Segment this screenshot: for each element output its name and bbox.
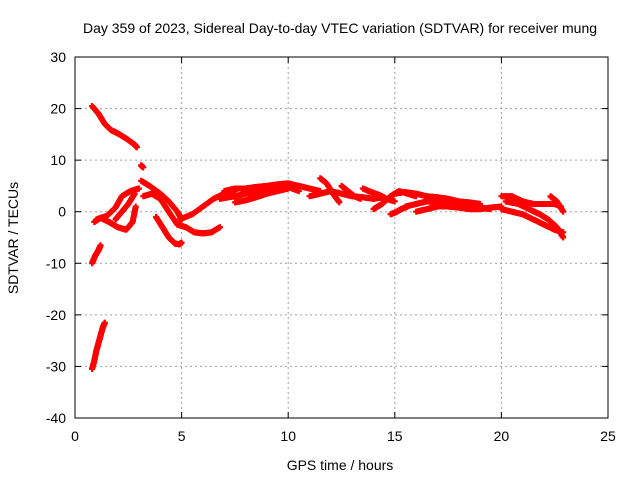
data-point xyxy=(391,198,398,205)
series-track-k xyxy=(174,221,223,237)
y-axis-label: SDTVAR / TECUs xyxy=(5,182,21,294)
data-point xyxy=(140,164,147,171)
series-track-o xyxy=(231,185,292,206)
axis-ticks: 0 5 10 15 20 25 -40 -30 -20 -10 0 10 20 30 xyxy=(46,49,616,444)
x-axis-label: GPS time / hours xyxy=(287,457,394,473)
y-tick-label: -20 xyxy=(46,307,66,323)
grid xyxy=(75,57,608,418)
x-tick-label: 5 xyxy=(178,428,186,444)
data-point xyxy=(560,234,567,241)
series-track-aa xyxy=(502,198,567,241)
x-tick-label: 0 xyxy=(71,428,79,444)
series-track-c xyxy=(89,242,104,267)
x-tick-label: 20 xyxy=(494,428,510,444)
data-point xyxy=(131,190,138,197)
series-track-r xyxy=(338,182,364,202)
y-tick-label: -40 xyxy=(46,410,66,426)
data-point xyxy=(357,195,364,202)
series-track-ab xyxy=(547,193,567,215)
y-tick-label: 0 xyxy=(58,204,66,220)
series-track-w xyxy=(413,203,505,215)
series-track-a xyxy=(89,102,140,151)
series-track-z xyxy=(498,206,567,236)
series-track-l xyxy=(176,188,238,223)
data-point xyxy=(132,203,139,210)
series-track-j xyxy=(153,213,185,248)
series-track-g xyxy=(138,162,147,171)
series-track-n xyxy=(221,180,324,195)
series-track-x xyxy=(387,203,411,218)
data-point xyxy=(133,144,140,151)
data-point xyxy=(404,203,411,210)
data-point xyxy=(285,185,292,192)
data-point xyxy=(178,239,185,246)
chart-title: Day 359 of 2023, Sidereal Day-to-day VTE… xyxy=(83,20,597,36)
data-point xyxy=(101,319,108,326)
series-track-b xyxy=(89,319,108,373)
series-track-q xyxy=(317,175,343,206)
y-tick-label: -30 xyxy=(46,358,66,374)
data-point xyxy=(216,224,223,231)
y-tick-label: 10 xyxy=(50,152,66,168)
x-tick-label: 25 xyxy=(600,428,616,444)
data-point xyxy=(97,242,104,249)
data-point xyxy=(336,199,343,206)
series-track-e xyxy=(93,185,142,223)
y-tick-label: 20 xyxy=(50,101,66,117)
plot-frame xyxy=(74,56,609,419)
data-points xyxy=(89,102,567,373)
y-tick-label: 30 xyxy=(50,49,66,65)
y-tick-label: -10 xyxy=(46,255,66,271)
data-point xyxy=(135,185,142,192)
series-track-f xyxy=(112,190,138,223)
data-point xyxy=(560,208,567,215)
x-tick-label: 15 xyxy=(387,428,403,444)
x-tick-label: 10 xyxy=(280,428,296,444)
